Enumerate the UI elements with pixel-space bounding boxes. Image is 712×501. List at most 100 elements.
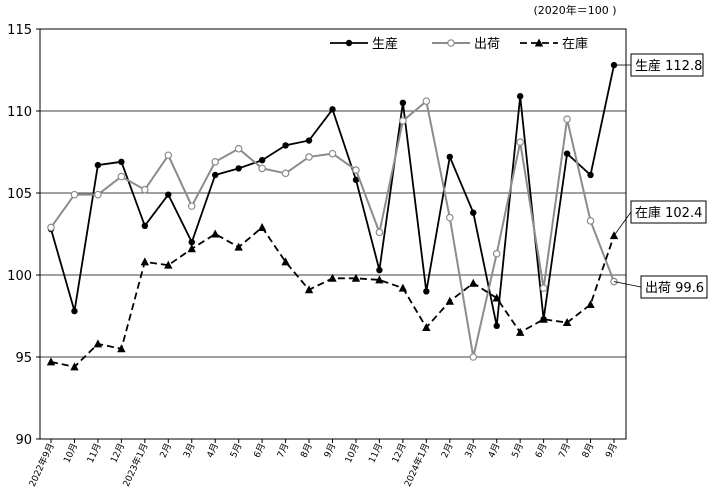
series-group [46, 61, 619, 371]
point-inventory-14 [375, 275, 384, 284]
point-shipment-22 [563, 115, 571, 124]
point-inventory-19 [492, 293, 501, 302]
callout-box-inventory [630, 200, 707, 224]
point-shipment-19 [492, 249, 501, 258]
point-inventory-12 [328, 273, 337, 282]
point-production-20 [516, 93, 524, 100]
point-shipment-23 [586, 217, 595, 225]
x-tick-label: 2022年9月 [26, 441, 57, 488]
point-production-13 [352, 176, 360, 184]
point-inventory-1 [70, 362, 79, 371]
legend-marker-inventory [534, 38, 544, 47]
point-shipment-0 [47, 223, 55, 232]
x-tick-label: 10月 [343, 442, 362, 465]
point-inventory-3 [117, 344, 126, 353]
x-tick-label: 10月 [62, 442, 81, 465]
callouts: 生産 112.8 出荷 99.6 在庫 102.4 [613, 53, 708, 299]
point-shipment-5 [164, 151, 173, 160]
x-tick-label: 12月 [108, 442, 127, 465]
legend-label-production: 生産 [372, 36, 398, 52]
point-inventory-23 [586, 300, 595, 309]
y-tick-label-100: 100 [7, 269, 32, 284]
point-inventory-13 [351, 273, 361, 282]
point-production-9 [258, 157, 266, 164]
x-tick-label: 7月 [557, 442, 573, 460]
point-inventory-7 [211, 229, 220, 238]
x-tick-label: 8月 [580, 442, 596, 460]
y-tick-label-110: 110 [7, 105, 32, 120]
point-inventory-18 [469, 278, 478, 287]
y-tick-label-90: 90 [15, 433, 32, 448]
point-shipment-9 [258, 164, 266, 173]
y-axis: 90 95 100 105 110 115 [7, 23, 40, 448]
point-shipment-13 [352, 166, 360, 174]
x-tick-label: 7月 [275, 442, 291, 460]
point-production-15 [399, 99, 407, 107]
point-production-17 [446, 153, 453, 161]
unit-note: (2020年＝100 ) [533, 3, 616, 17]
x-tick-label: 6月 [252, 442, 268, 460]
point-shipment-3 [117, 172, 126, 181]
point-inventory-4 [140, 257, 150, 266]
point-inventory-10 [281, 257, 290, 266]
point-shipment-8 [234, 144, 243, 153]
point-shipment-15 [399, 117, 407, 125]
point-inventory-6 [187, 244, 196, 253]
point-inventory-22 [562, 318, 572, 327]
point-shipment-10 [281, 169, 290, 178]
point-production-18 [470, 209, 477, 216]
x-tick-label: 11月 [85, 442, 104, 465]
point-production-16 [423, 288, 430, 295]
y-tick-label-115: 115 [7, 23, 32, 38]
point-production-4 [141, 222, 149, 229]
x-tick-label: 2月 [439, 442, 455, 460]
point-production-8 [235, 165, 242, 172]
callout-box-shipment [640, 275, 708, 299]
point-production-1 [71, 307, 78, 315]
point-shipment-12 [328, 149, 337, 158]
point-shipment-17 [445, 213, 454, 222]
point-production-10 [282, 142, 289, 149]
x-tick-label: 11月 [367, 442, 386, 465]
point-inventory-21 [539, 314, 548, 323]
x-tick-label: 4月 [486, 442, 502, 460]
legend-label-shipment: 出荷 [474, 37, 500, 52]
point-production-23 [587, 171, 594, 179]
point-inventory-0 [46, 357, 56, 366]
point-shipment-14 [375, 228, 384, 237]
y-tick-label-95: 95 [15, 351, 32, 366]
point-production-5 [165, 191, 172, 198]
point-shipment-16 [422, 97, 431, 105]
legend-marker-production [345, 39, 353, 47]
point-inventory-15 [398, 283, 408, 292]
x-tick-label: 12月 [390, 442, 409, 465]
point-production-6 [188, 239, 195, 246]
x-tick-label: 3月 [181, 442, 197, 460]
point-shipment-20 [516, 138, 524, 146]
x-tick-label: 3月 [463, 442, 479, 460]
y-tick-label-105: 105 [7, 187, 32, 202]
legend-label-inventory: 在庫 [562, 37, 588, 52]
point-inventory-16 [422, 322, 431, 331]
point-production-3 [118, 158, 125, 166]
x-tick-label: 6月 [533, 442, 549, 460]
callout-leader-shipment [613, 281, 642, 288]
point-inventory-5 [164, 260, 173, 269]
x-tick-label: 4月 [205, 442, 221, 460]
point-shipment-11 [305, 153, 313, 161]
point-production-19 [493, 322, 500, 330]
x-tick-label: 5月 [510, 442, 526, 460]
point-shipment-7 [211, 158, 220, 166]
point-production-2 [94, 161, 102, 169]
point-shipment-1 [70, 190, 79, 199]
callout-leader-inventory [613, 211, 632, 236]
point-shipment-4 [141, 185, 149, 194]
plot-area [39, 28, 627, 440]
x-tick-label: 8月 [299, 442, 315, 460]
point-inventory-9 [257, 222, 267, 231]
point-inventory-20 [515, 327, 525, 336]
x-tick-label: 2月 [158, 442, 174, 460]
point-inventory-8 [234, 242, 243, 251]
point-production-7 [212, 171, 219, 179]
